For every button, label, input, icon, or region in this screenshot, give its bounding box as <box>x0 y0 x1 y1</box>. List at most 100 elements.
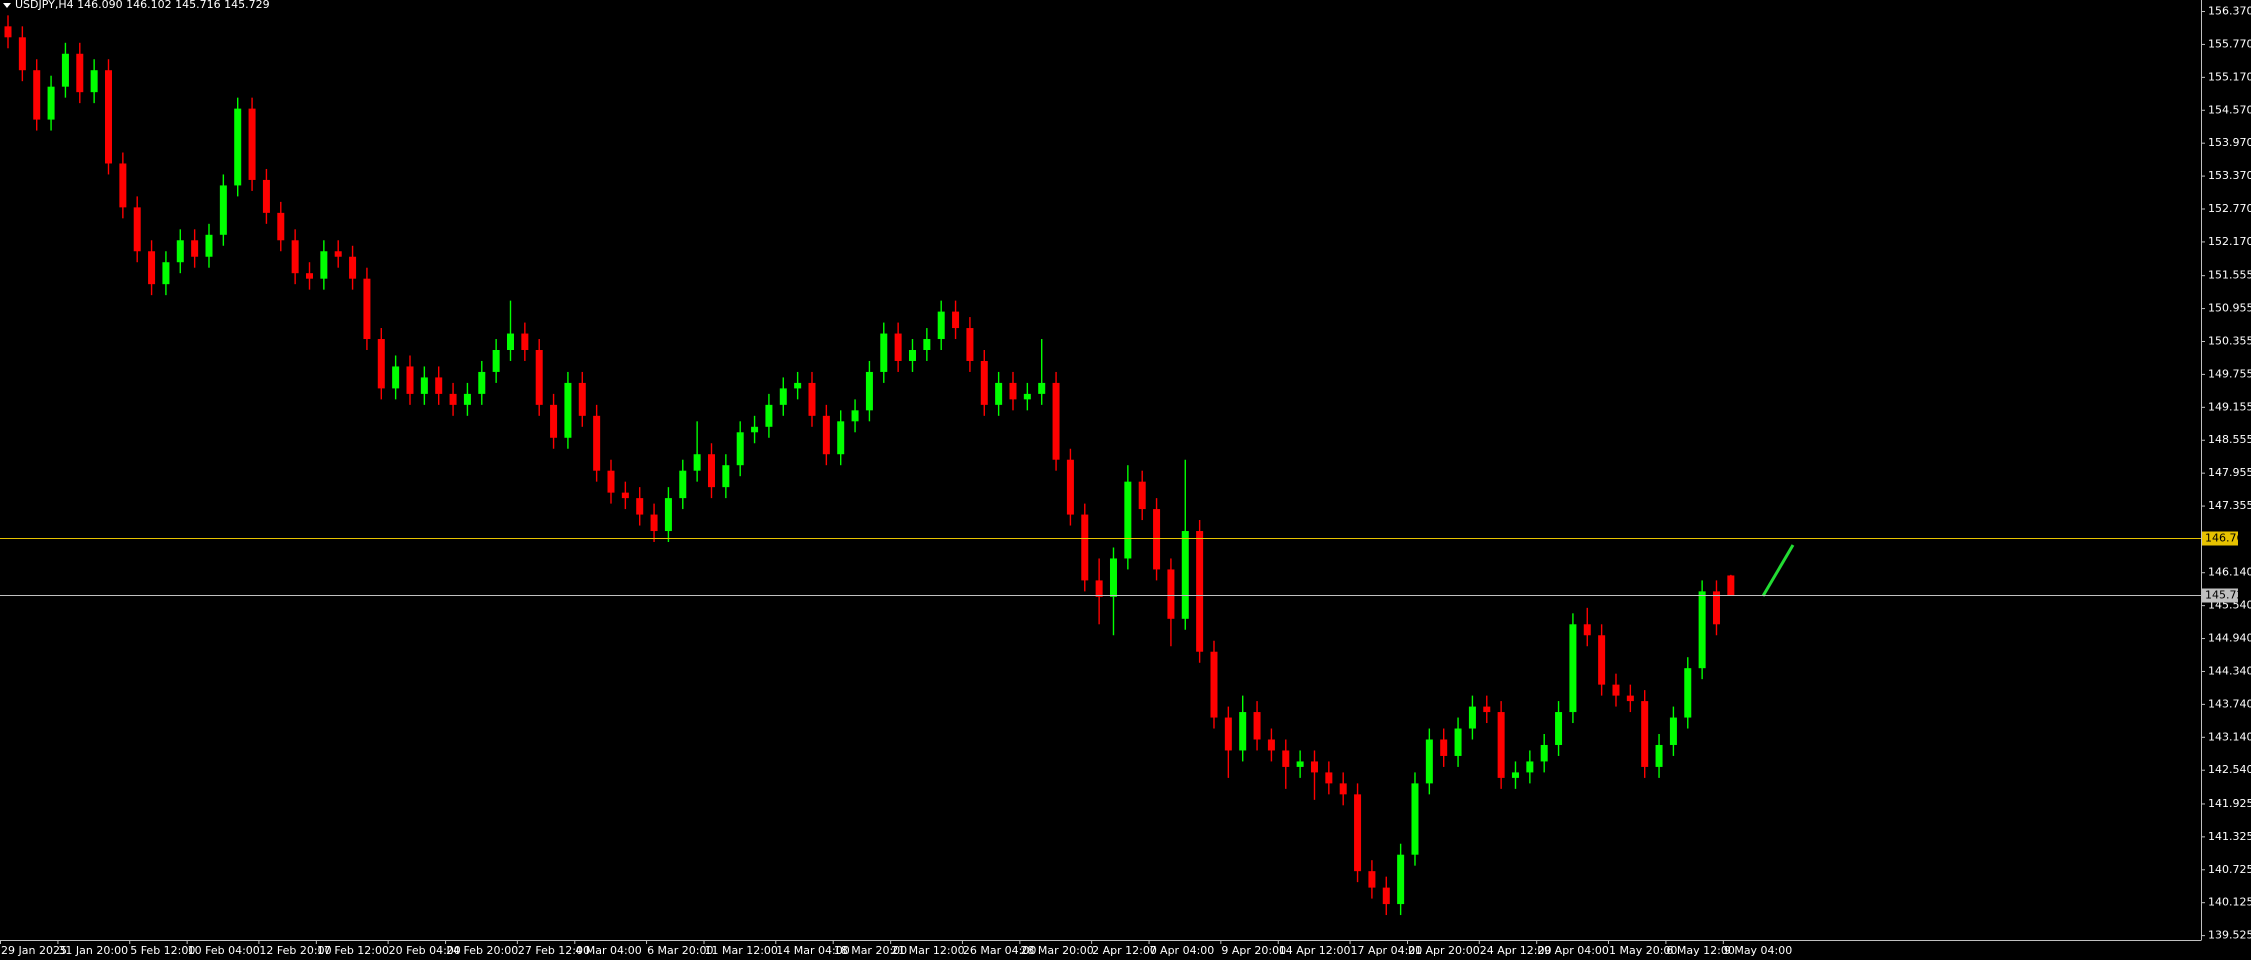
candle-body <box>1511 772 1519 778</box>
candle-body <box>76 53 84 93</box>
y-tick-label: 139.525 <box>2208 929 2251 942</box>
candle-body <box>1684 668 1692 718</box>
x-tick-label: 5 Feb 12:00 <box>130 944 195 957</box>
y-tick-label: 147.955 <box>2208 466 2251 479</box>
candle-body <box>593 415 601 471</box>
x-tick-label: 6 May 12:00 <box>1666 944 1734 957</box>
candle-body <box>1483 706 1491 713</box>
candle-body <box>1454 728 1462 756</box>
candle-body <box>1296 761 1304 767</box>
x-tick-label: 17 Apr 04:00 <box>1351 944 1423 957</box>
candle-body <box>219 185 227 235</box>
candle-body <box>248 108 256 180</box>
y-tick-label: 149.155 <box>2208 400 2251 413</box>
candle-body <box>995 382 1003 405</box>
x-tick-label: 10 Feb 04:00 <box>188 944 260 957</box>
y-tick-label: 152.770 <box>2208 202 2251 215</box>
candle-body <box>1540 744 1548 762</box>
candle-body <box>349 256 357 279</box>
candle-body <box>607 470 615 493</box>
candle-body <box>1411 783 1419 855</box>
candle-body <box>1138 481 1146 510</box>
x-tick-label: 2 Apr 12:00 <box>1092 944 1157 957</box>
candle-body <box>722 465 730 488</box>
candle-body <box>693 454 701 471</box>
candle-body <box>535 349 543 405</box>
candle-body <box>420 377 428 394</box>
candle-body <box>162 262 170 285</box>
candle-body <box>1196 531 1204 652</box>
candle-body <box>923 339 931 350</box>
candle-body <box>650 514 658 532</box>
x-tick-label: 24 Apr 12:00 <box>1480 944 1552 957</box>
x-tick-label: 18 Mar 20:00 <box>834 944 907 957</box>
y-tick-label: 155.170 <box>2208 70 2251 83</box>
y-tick-label: 142.540 <box>2208 763 2251 776</box>
x-tick-label: 31 Jan 20:00 <box>58 944 128 957</box>
candle-body <box>1210 651 1218 718</box>
candle-body <box>664 498 672 532</box>
x-tick-label: 29 Jan 2025 <box>1 944 67 957</box>
y-tick-label: 152.170 <box>2208 235 2251 248</box>
candle-body <box>1382 887 1390 905</box>
x-tick-label: 6 Mar 20:00 <box>647 944 713 957</box>
candle-body <box>1555 712 1563 745</box>
candle-body <box>1253 712 1261 740</box>
candle-body <box>1712 591 1720 625</box>
candle-body <box>492 349 500 372</box>
x-tick-label: 20 Feb 04:00 <box>389 944 461 957</box>
y-tick-label: 143.140 <box>2208 730 2251 743</box>
y-tick-label: 144.940 <box>2208 632 2251 645</box>
y-tick-label: 146.140 <box>2208 566 2251 579</box>
candle-body <box>1282 750 1290 767</box>
candle-body <box>392 366 400 389</box>
candle-body <box>1325 772 1333 784</box>
candle-body <box>377 339 385 389</box>
candle-body <box>1425 739 1433 784</box>
candle-body <box>1497 712 1505 778</box>
y-tick-label: 150.355 <box>2208 334 2251 347</box>
candle-body <box>837 421 845 455</box>
x-tick-label: 14 Mar 04:00 <box>776 944 849 957</box>
price-level-label: 145.729 <box>2205 589 2251 602</box>
x-tick-label: 21 Apr 20:00 <box>1408 944 1480 957</box>
candle-body <box>463 393 471 405</box>
y-tick-label: 140.725 <box>2208 863 2251 876</box>
candle-body <box>1109 558 1117 597</box>
candle-body <box>1612 684 1620 696</box>
candle-body <box>119 163 127 208</box>
candle-body <box>1626 695 1634 702</box>
candle-body <box>191 240 199 257</box>
candle-body <box>1669 717 1677 745</box>
candle-body <box>851 410 859 422</box>
y-tick-label: 156.370 <box>2208 5 2251 18</box>
candle-body <box>578 382 586 416</box>
candle-body <box>1655 744 1663 767</box>
candle-body <box>1397 854 1405 905</box>
x-tick-label: 24 Feb 20:00 <box>446 944 518 957</box>
candle-body <box>18 37 26 71</box>
candle-body <box>1310 761 1318 773</box>
candle-body <box>1052 382 1060 460</box>
candle-body <box>908 349 916 361</box>
candle-body <box>966 328 974 361</box>
candle-body <box>4 26 12 38</box>
y-tick-label: 154.570 <box>2208 103 2251 116</box>
candle-body <box>478 371 486 394</box>
candle-body <box>980 360 988 405</box>
candle-body <box>1153 509 1161 570</box>
candle-body <box>1583 624 1591 636</box>
candle-body <box>33 70 41 120</box>
x-tick-label: 7 Apr 04:00 <box>1150 944 1215 957</box>
x-tick-label: 12 Feb 20:00 <box>259 944 331 957</box>
price-level-label: 146.768 <box>2205 532 2251 545</box>
candle-body <box>1569 624 1577 713</box>
candle-body <box>1727 575 1735 596</box>
candle-body <box>406 366 414 394</box>
candle-body <box>1167 569 1175 619</box>
candle-body <box>305 273 313 279</box>
y-tick-label: 143.740 <box>2208 697 2251 710</box>
